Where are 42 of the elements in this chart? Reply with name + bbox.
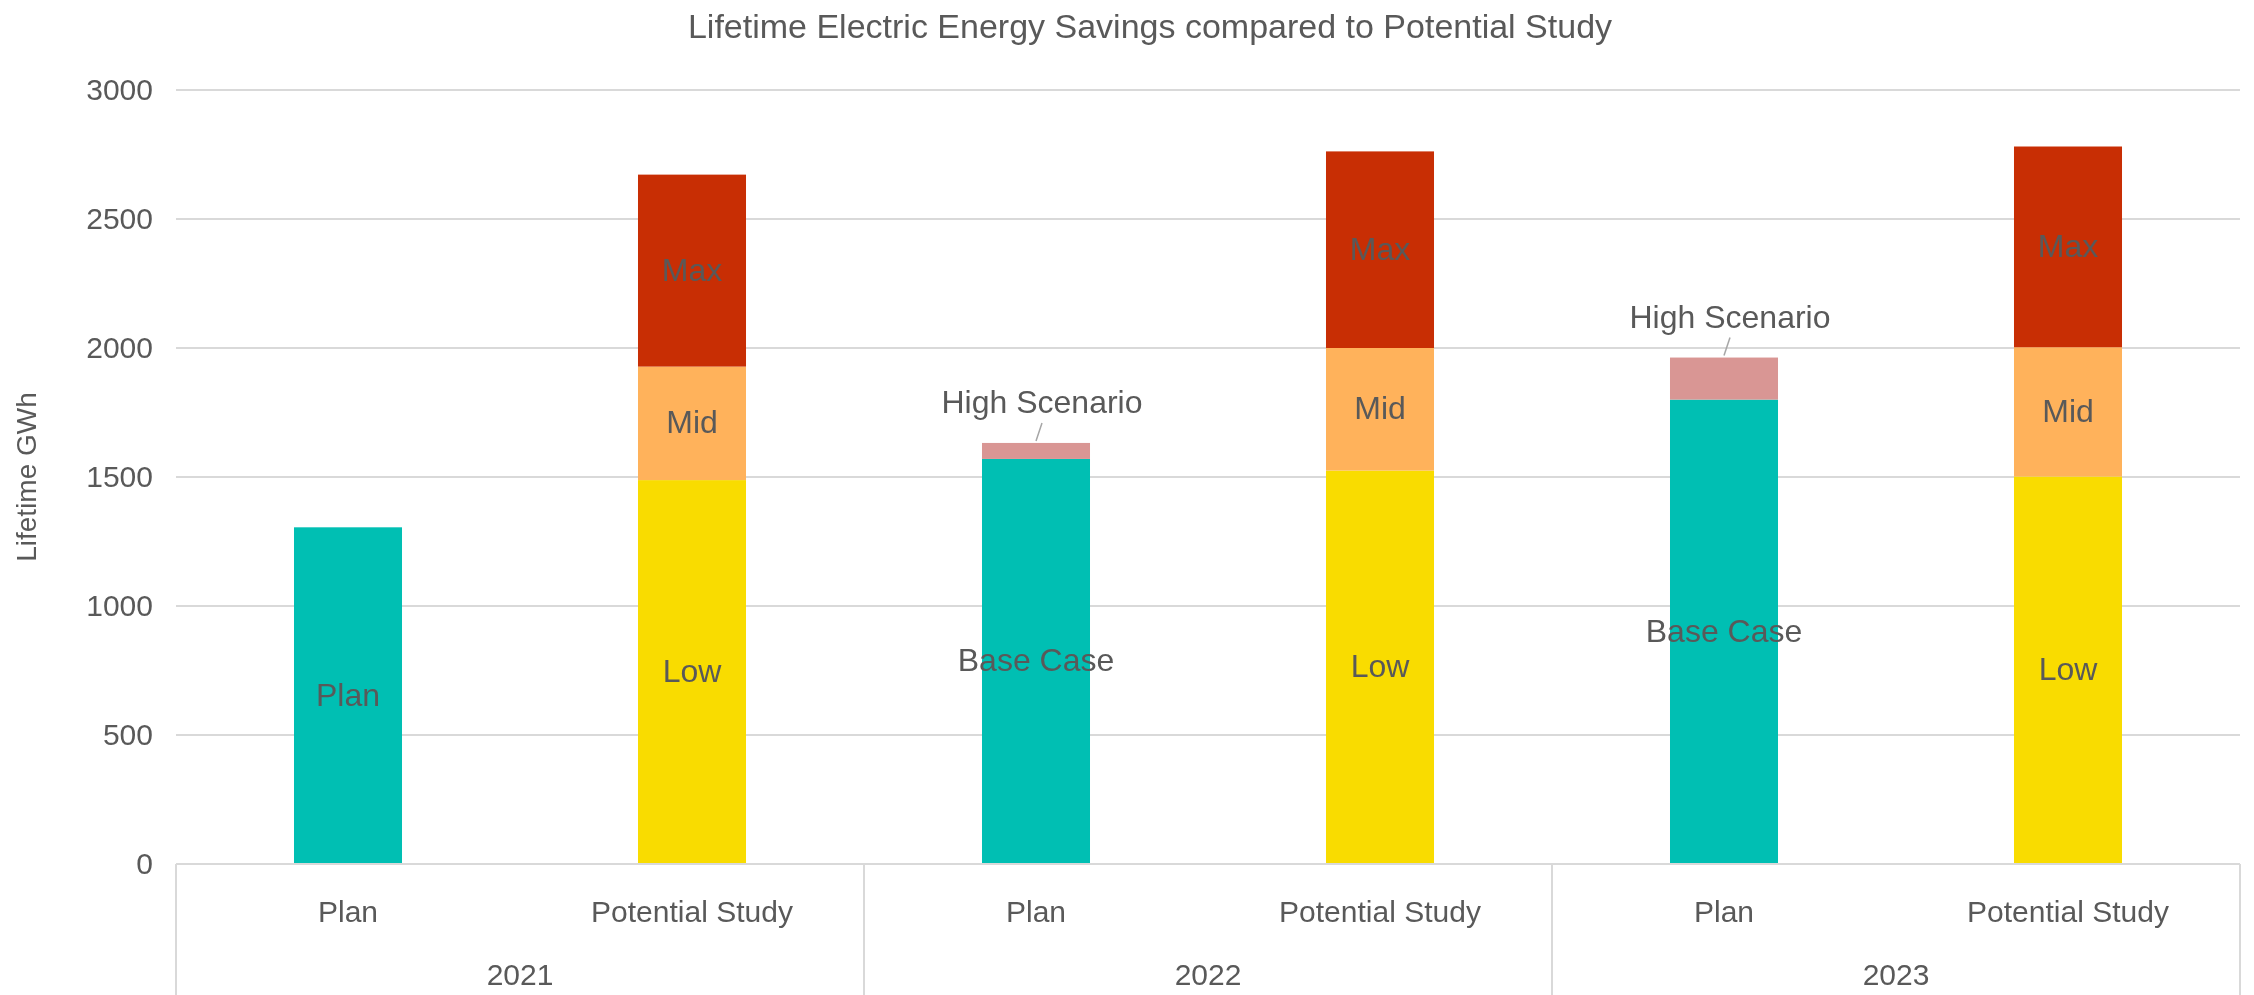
x-tick-label: Plan (317, 895, 379, 928)
x-tick-label: Potential Study (1967, 895, 2169, 928)
data-label: Max (661, 251, 723, 288)
bar (2013, 146, 2123, 348)
bar (2013, 347, 2123, 477)
data-label: High Scenario (941, 383, 1143, 420)
bar (637, 174, 747, 367)
y-tick-label: 0 (136, 847, 153, 881)
bar (1325, 470, 1435, 864)
y-tick-label: 500 (102, 718, 153, 752)
bar (1325, 151, 1435, 348)
data-label: Max (2037, 227, 2099, 264)
bar (637, 480, 747, 864)
text: 2021 (486, 958, 554, 991)
data-label: Mid (666, 404, 718, 441)
data-label: Mid (2042, 392, 2094, 429)
x-tick-label: Plan (1005, 895, 1067, 928)
y-axis-title: Lifetime GWh (11, 392, 42, 562)
y-tick-label: 2000 (86, 331, 153, 365)
bar (293, 527, 403, 864)
y-tick-label: 2500 (86, 202, 153, 236)
bar (1669, 357, 1779, 400)
bar (981, 442, 1091, 459)
data-label: Plan (315, 676, 381, 713)
bar (1325, 348, 1435, 471)
data-label: Low (2038, 651, 2099, 688)
chart-title: Lifetime Electric Energy Savings compared to Potential Study (687, 7, 1613, 45)
y-tick-label: 3000 (86, 73, 153, 107)
x-tick-label: Potential Study (1279, 895, 1481, 928)
text: 2023 (1862, 958, 1930, 991)
data-label: Max (1349, 230, 1411, 267)
bar (2013, 476, 2123, 864)
bar (637, 366, 747, 481)
text: 2022 (1174, 958, 1242, 991)
data-label: Low (662, 653, 723, 690)
y-tick-label: 1500 (86, 460, 153, 494)
data-label: Low (1350, 648, 1411, 685)
x-tick-label: Plan (1693, 895, 1755, 928)
x-tick-label: Potential Study (591, 895, 793, 928)
y-tick-label: 1000 (86, 589, 153, 623)
data-label: High Scenario (1629, 298, 1831, 335)
data-label: Mid (1354, 390, 1406, 427)
